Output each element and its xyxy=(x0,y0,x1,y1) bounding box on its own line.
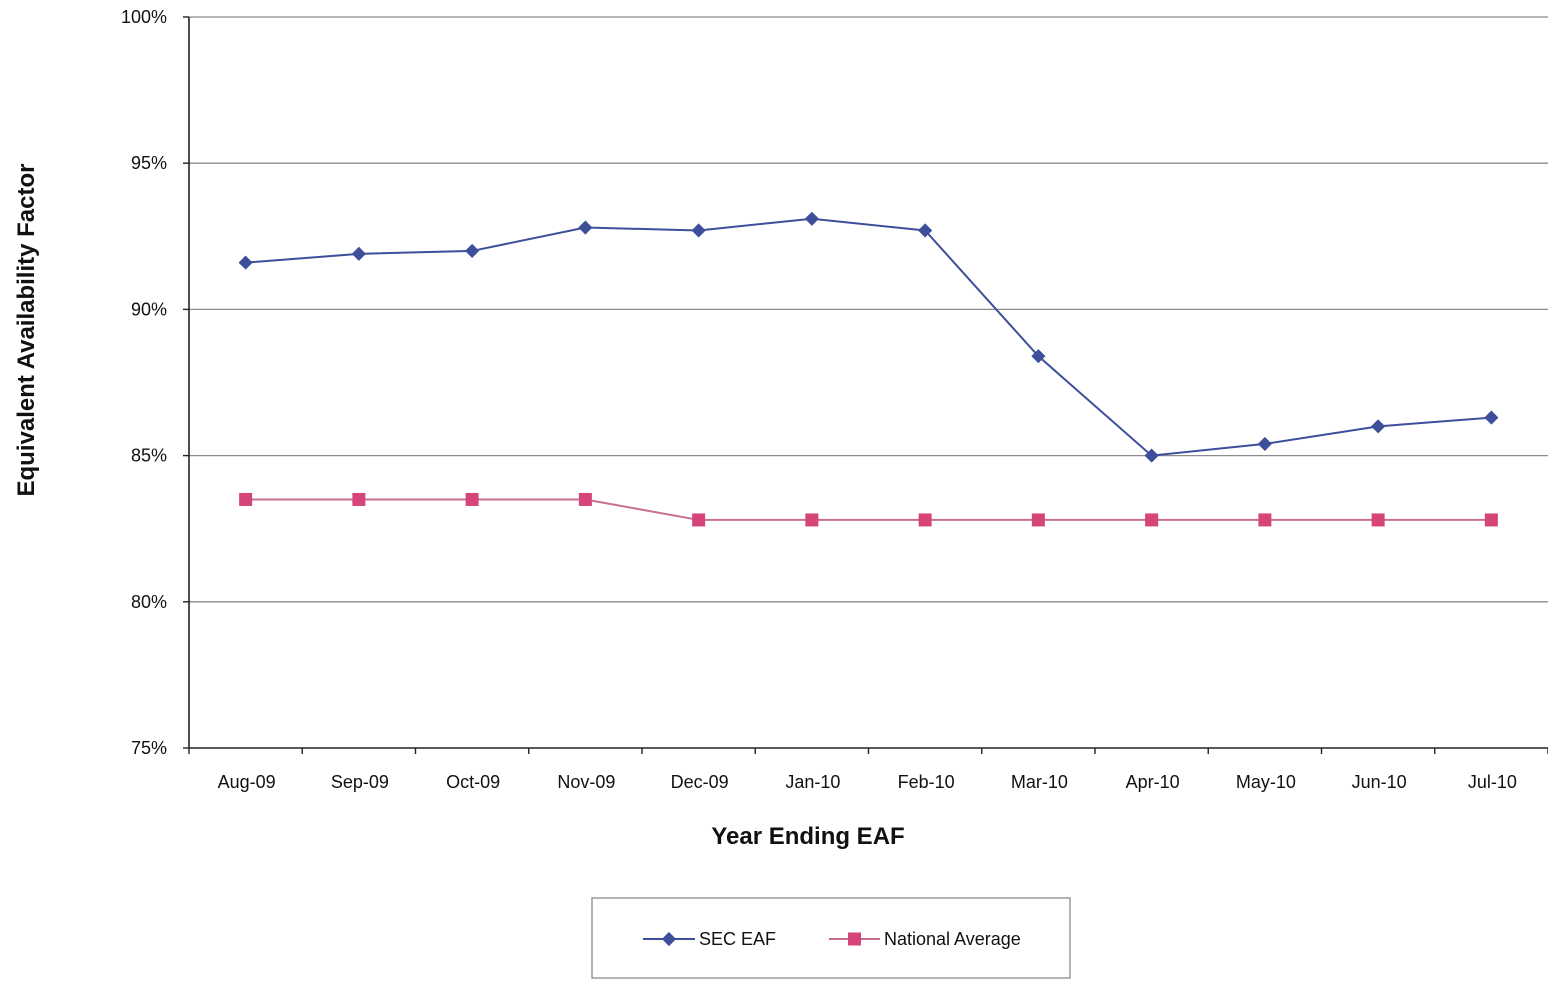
grid-lines xyxy=(189,16,1548,603)
series-1-point-10 xyxy=(1371,513,1385,527)
x-tick-label-8: Apr-10 xyxy=(1126,772,1180,792)
y-tick-label-4: 95% xyxy=(131,153,167,173)
y-tick-label-3: 90% xyxy=(131,299,167,319)
x-tick-label-6: Feb-10 xyxy=(898,772,955,792)
series-1-point-7 xyxy=(1031,513,1045,527)
y-tick-labels: 75% 80% 85% 90% 95% 100% xyxy=(121,7,167,758)
series-1-point-11 xyxy=(1484,513,1498,527)
series-line-1 xyxy=(245,498,1492,521)
series-0-point-10 xyxy=(1371,419,1386,434)
series-0-point-9 xyxy=(1257,436,1272,451)
series-0-point-1 xyxy=(351,246,366,261)
series-0-point-7 xyxy=(1031,349,1046,364)
series-1-point-8 xyxy=(1145,513,1159,527)
x-tick-label-11: Jul-10 xyxy=(1468,772,1517,792)
legend-marker-1 xyxy=(848,932,861,946)
legend-label-1: National Average xyxy=(884,929,1021,949)
y-axis-title: Equivalent Availability Factor xyxy=(13,164,40,497)
y-tick-label-5: 100% xyxy=(121,7,167,27)
axes xyxy=(183,16,1548,754)
x-tick-label-0: Aug-09 xyxy=(218,772,276,792)
y-tick-label-2: 85% xyxy=(131,446,167,466)
x-tick-labels: Aug-09 Sep-09 Oct-09 Nov-09 Dec-09 Jan-10 Feb-… xyxy=(218,772,1517,792)
series-lines xyxy=(238,211,1499,527)
series-0-point-6 xyxy=(918,223,933,238)
series-0-point-2 xyxy=(465,243,480,258)
series-1-point-4 xyxy=(692,513,706,527)
x-tick-label-1: Sep-09 xyxy=(331,772,389,792)
x-tick-label-7: Mar-10 xyxy=(1011,772,1068,792)
x-axis-title: Year Ending EAF xyxy=(711,823,904,850)
x-tick-label-5: Jan-10 xyxy=(785,772,840,792)
legend-marker-0 xyxy=(661,931,677,947)
series-0-point-3 xyxy=(578,220,593,235)
series-0-point-8 xyxy=(1144,448,1159,463)
y-tick-label-1: 80% xyxy=(131,592,167,612)
y-tick-label-0: 75% xyxy=(131,738,167,758)
series-0-point-4 xyxy=(691,223,706,238)
legend-items: SEC EAF National Average xyxy=(643,929,1021,949)
series-1-point-0 xyxy=(239,492,253,506)
x-tick-label-4: Dec-09 xyxy=(671,772,729,792)
series-1-point-2 xyxy=(465,492,479,506)
x-tick-label-3: Nov-09 xyxy=(557,772,615,792)
series-1-point-5 xyxy=(805,513,819,527)
series-line-0 xyxy=(245,217,1492,457)
series-1-point-6 xyxy=(918,513,932,527)
series-0-point-0 xyxy=(238,255,253,270)
x-tick-label-2: Oct-09 xyxy=(446,772,500,792)
series-1-point-3 xyxy=(578,492,592,506)
legend-label-0: SEC EAF xyxy=(699,929,776,949)
legend: SEC EAF National Average xyxy=(591,897,1071,979)
x-tick-label-9: May-10 xyxy=(1236,772,1296,792)
series-1-point-1 xyxy=(352,492,366,506)
series-1-point-9 xyxy=(1258,513,1272,527)
series-0 xyxy=(238,211,1499,463)
series-0-point-11 xyxy=(1484,410,1499,425)
x-tick-label-10: Jun-10 xyxy=(1352,772,1407,792)
series-0-point-5 xyxy=(804,211,819,226)
series-1 xyxy=(239,492,1498,527)
